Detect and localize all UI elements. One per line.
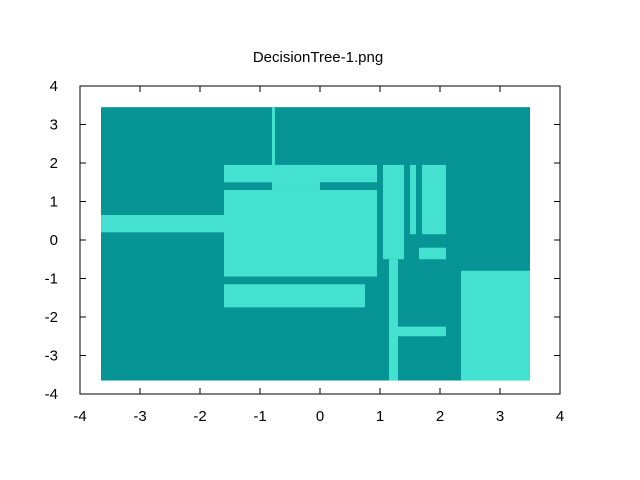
axis-tick-labels: -4 -3 -2 -1 0 1 2 3 4 -4 -3 -2 -1 0 1 2 3 4 — [45, 78, 565, 425]
x-tick-label: 1 — [376, 408, 384, 425]
decision-regions — [101, 107, 530, 381]
x-tick-label: 2 — [436, 408, 444, 425]
region-9 — [398, 326, 446, 337]
x-tick-label: 0 — [316, 408, 324, 425]
y-tick-label: -3 — [45, 348, 58, 365]
x-tick-label: 4 — [556, 408, 564, 425]
region-4 — [272, 164, 320, 190]
chart-title: DecisionTree-1.png — [253, 49, 383, 66]
region-7 — [383, 164, 404, 260]
x-tick-label: 3 — [496, 408, 504, 425]
region-6 — [224, 284, 365, 308]
y-tick-label: 1 — [50, 194, 58, 211]
y-tick-label: 2 — [50, 155, 58, 172]
y-tick-label: 3 — [50, 117, 58, 134]
region-10 — [410, 164, 416, 235]
x-tick-label: -2 — [193, 408, 206, 425]
x-tick-label: -4 — [73, 408, 86, 425]
y-tick-label: -1 — [45, 271, 58, 288]
x-tick-label: -1 — [253, 408, 266, 425]
region-11 — [422, 164, 446, 235]
region-1 — [224, 189, 377, 277]
region-3 — [272, 107, 275, 165]
y-tick-label: 4 — [50, 78, 58, 95]
y-tick-label: -4 — [45, 386, 58, 403]
region-5 — [224, 180, 275, 183]
x-tick-label: -3 — [133, 408, 146, 425]
axis-ticks — [79, 85, 561, 395]
y-tick-label: -2 — [45, 309, 58, 326]
region-13 — [461, 270, 530, 381]
region-8 — [389, 259, 398, 381]
y-tick-label: 0 — [50, 232, 58, 249]
region-12 — [419, 247, 446, 260]
region-0 — [101, 214, 224, 233]
